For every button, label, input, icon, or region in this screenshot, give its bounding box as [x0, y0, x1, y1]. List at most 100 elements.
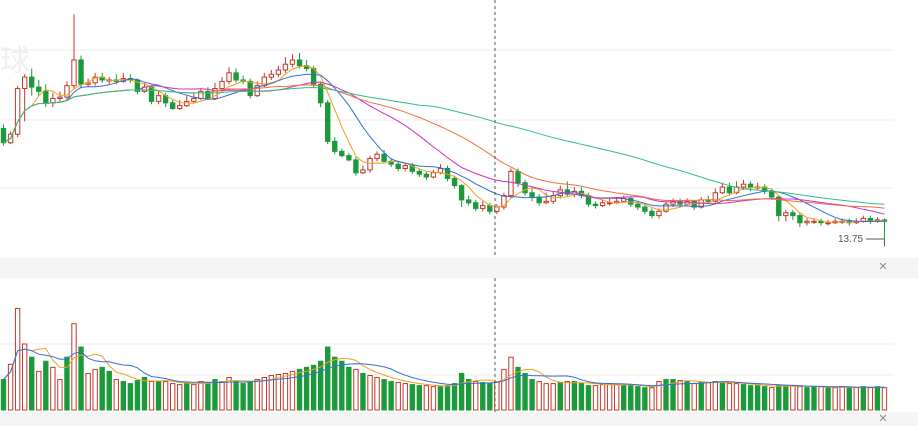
candle-body	[458, 185, 465, 201]
volume-bar	[261, 377, 267, 411]
volume-bar	[635, 386, 641, 411]
candle-body	[529, 192, 535, 198]
candle-body	[635, 203, 641, 208]
moving-averages-layer	[3, 65, 885, 247]
ma60-line	[3, 87, 885, 205]
volume-bar	[444, 385, 451, 411]
volume-bar	[592, 385, 599, 411]
volume-bar	[388, 381, 394, 411]
volume-bar	[226, 377, 232, 411]
volume-bar	[198, 381, 204, 411]
volume-bar	[36, 370, 42, 411]
volume-bar	[564, 381, 571, 411]
volume-bar	[120, 381, 127, 411]
volume-bar	[134, 380, 141, 411]
volume-bar	[818, 386, 824, 411]
bottom-bar	[0, 412, 918, 426]
volume-bar	[846, 387, 852, 411]
volume-bar	[867, 387, 874, 411]
candle-body	[818, 220, 824, 224]
candle-body	[804, 220, 810, 224]
volume-bar	[437, 386, 444, 411]
volume-bar	[148, 381, 155, 411]
candle-body	[423, 173, 430, 178]
candle-body	[50, 98, 56, 104]
candle-body	[409, 165, 415, 172]
volume-bar	[571, 381, 578, 411]
candle-body	[381, 153, 387, 162]
volume-bar	[430, 386, 437, 411]
candle-body	[747, 183, 754, 188]
ma20-line	[3, 81, 885, 215]
volume-bar	[783, 385, 789, 411]
candle-body	[212, 88, 218, 100]
volume-bar	[691, 383, 697, 411]
candle-body	[628, 197, 634, 205]
volume-bar	[487, 383, 493, 411]
volume-bar	[57, 379, 63, 411]
candle-body	[726, 186, 733, 194]
candle-body	[353, 159, 359, 174]
volume-bar	[71, 323, 77, 411]
candle-body	[296, 59, 303, 67]
volume-bar	[7, 363, 14, 411]
volume-bar	[776, 385, 782, 411]
volume-bar	[726, 383, 733, 411]
candle-body	[402, 165, 408, 169]
candle-body	[797, 215, 803, 224]
volume-bar	[811, 386, 817, 411]
ma5-line	[3, 65, 885, 223]
candle-body	[85, 82, 91, 85]
volume-bar	[754, 385, 761, 411]
volume-bar	[508, 356, 514, 411]
volume-bar	[465, 379, 472, 411]
candle-body	[155, 95, 162, 102]
candle-body	[233, 72, 239, 81]
volume-bar	[501, 368, 507, 411]
volume-bar	[663, 379, 669, 411]
volume-bar	[303, 366, 310, 411]
candle-body	[811, 220, 817, 223]
candle-body	[268, 73, 275, 78]
candle-body	[184, 100, 190, 107]
candle-body	[275, 69, 282, 75]
candle-body	[592, 203, 599, 207]
volume-bar	[733, 383, 740, 411]
volume-bar	[317, 360, 324, 411]
volume-bar	[296, 368, 303, 411]
volume-bar	[473, 381, 479, 411]
candle-body	[254, 85, 260, 97]
volume-bar	[881, 387, 888, 411]
candle-body	[21, 76, 28, 90]
volume-bar	[825, 387, 831, 411]
candle-body	[282, 63, 289, 71]
volume-bar	[219, 381, 225, 411]
volume-bar	[325, 346, 331, 411]
volume-bar	[613, 384, 620, 411]
candle-body	[71, 59, 77, 87]
volume-bar	[409, 384, 415, 411]
volume-bar	[14, 307, 21, 411]
volume-ma10-line	[3, 348, 885, 388]
candle-body	[769, 190, 775, 198]
volume-bar	[423, 385, 430, 411]
candle-body	[148, 86, 155, 102]
volume-bar	[649, 387, 655, 411]
candle-body	[437, 167, 444, 174]
close-volume-panel-icon[interactable]: ✕	[878, 412, 888, 425]
candle-body	[522, 182, 528, 194]
volume-bar	[550, 383, 556, 411]
volume-ma-layer	[3, 347, 885, 389]
candle-body	[606, 202, 613, 205]
volume-bar	[874, 386, 881, 411]
volume-bar	[853, 387, 859, 411]
candle-body	[599, 202, 606, 207]
volume-bar	[557, 382, 563, 411]
candle-body	[613, 200, 620, 204]
candle-body	[191, 98, 197, 102]
volume-bar	[29, 356, 35, 411]
candle-body	[670, 200, 676, 205]
grid-layer	[0, 49, 894, 376]
close-price-panel-icon[interactable]: ✕	[878, 260, 888, 273]
